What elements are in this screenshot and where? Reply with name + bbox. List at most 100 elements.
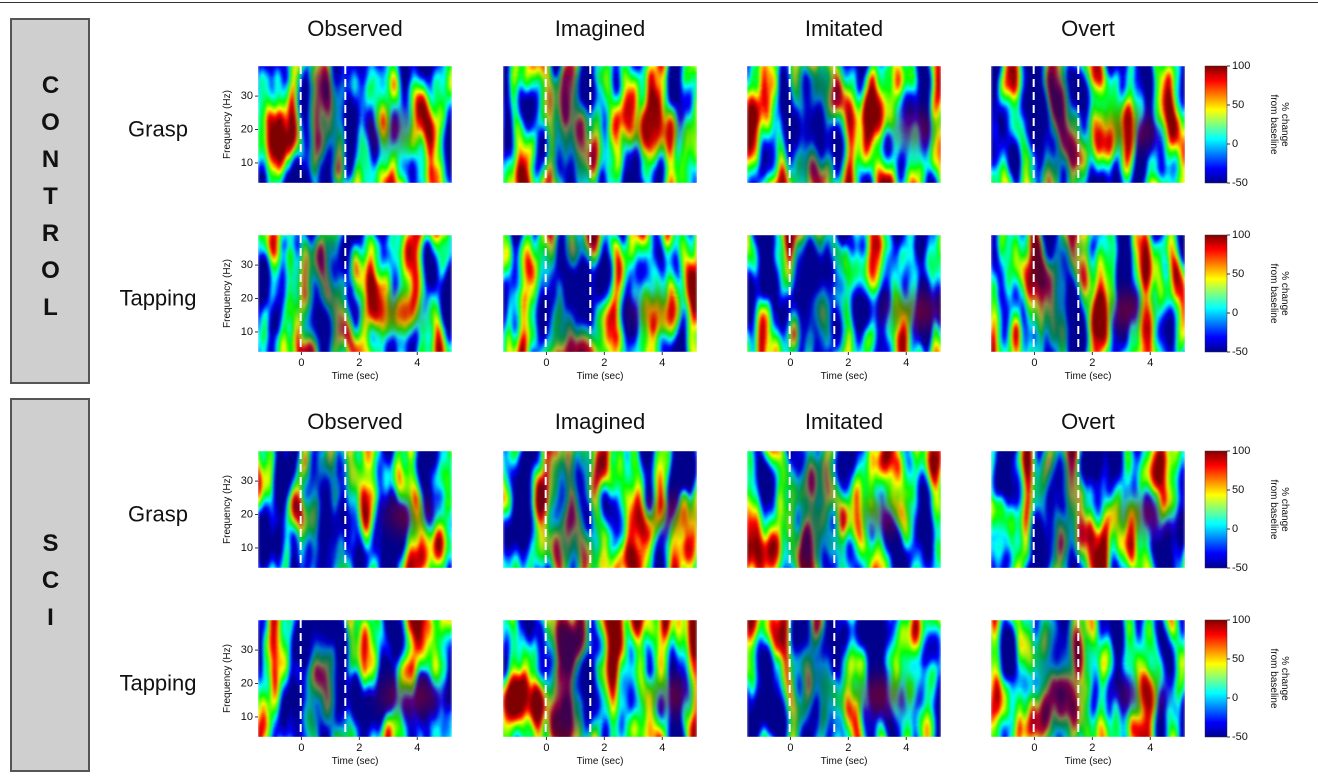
x-tick-label: 4 (903, 742, 909, 754)
x-tick-label: 0 (787, 357, 793, 369)
suppression (1038, 451, 1081, 568)
heatmap (258, 620, 452, 737)
x-axis-label: Time (sec) (1065, 371, 1112, 382)
heatmap (747, 620, 941, 737)
y-tick-label: 20 (241, 292, 253, 304)
suppression (305, 620, 348, 737)
suppression (305, 66, 348, 183)
heatmap-field (991, 66, 1185, 183)
activation (853, 678, 913, 714)
x-tick-label: 2 (845, 742, 851, 754)
colorbar-label: from baseline (1268, 479, 1279, 539)
activation (1112, 497, 1172, 533)
suppression (305, 235, 348, 352)
colorbar-tick-label: 50 (1232, 99, 1244, 111)
x-axis-label: Time (sec) (577, 756, 624, 767)
x-axis-label: Time (sec) (577, 371, 624, 382)
x-tick-label: 2 (601, 357, 607, 369)
y-tick-label: 20 (241, 508, 253, 520)
activation (372, 112, 416, 148)
column-title: Overt (1061, 409, 1115, 434)
suppression (794, 451, 837, 568)
activation (624, 112, 684, 148)
colorbar (1205, 235, 1227, 352)
suppression (794, 235, 837, 352)
y-tick-label: 20 (241, 123, 253, 135)
heatmap-field (991, 620, 1185, 737)
colorbar-tick-label: 100 (1232, 445, 1250, 457)
x-axis-label: Time (sec) (821, 371, 868, 382)
heatmap (991, 451, 1185, 568)
x-axis-label: Time (sec) (332, 371, 379, 382)
activation (1120, 678, 1164, 714)
heatmap-field (991, 235, 1185, 352)
colorbar-tick-label: 0 (1232, 523, 1238, 535)
suppression (1038, 235, 1081, 352)
x-tick-label: 4 (903, 357, 909, 369)
colorbar-tick-label: 0 (1232, 138, 1238, 150)
x-axis-label: Time (sec) (821, 756, 868, 767)
column-title: Imagined (555, 409, 646, 434)
activation (884, 293, 944, 329)
heatmap (258, 235, 452, 352)
x-tick-label: 4 (659, 357, 665, 369)
x-tick-label: 0 (1031, 357, 1037, 369)
activation (1105, 293, 1149, 329)
row-label: Grasp (128, 502, 188, 527)
colorbar (1205, 620, 1227, 737)
activation (640, 497, 700, 533)
activation (861, 497, 905, 533)
heatmap-field (258, 235, 452, 352)
x-tick-label: 0 (787, 742, 793, 754)
heatmap-field (258, 620, 452, 737)
column-title: Imagined (555, 16, 646, 41)
colorbar-label: % change (1279, 487, 1290, 532)
y-tick-label: 30 (241, 644, 253, 656)
x-tick-label: 4 (414, 742, 420, 754)
suppression (550, 235, 593, 352)
heatmap (258, 66, 452, 183)
activation (1097, 112, 1157, 148)
heatmap (503, 235, 697, 352)
suppression (550, 620, 593, 737)
colorbar-tick-label: 100 (1232, 60, 1250, 72)
colorbar-label: from baseline (1268, 648, 1279, 708)
x-tick-label: 2 (1089, 357, 1095, 369)
heatmap (991, 66, 1185, 183)
heatmap (747, 451, 941, 568)
activation (364, 293, 424, 329)
y-axis-label: Frequency (Hz) (222, 90, 233, 159)
activation (648, 678, 692, 714)
y-tick-label: 10 (241, 542, 253, 554)
suppression (550, 66, 593, 183)
row-label: Tapping (119, 671, 196, 696)
y-tick-label: 30 (241, 90, 253, 102)
colorbar-label: % change (1279, 271, 1290, 316)
row-label: Grasp (128, 117, 188, 142)
colorbar-tick-label: 100 (1232, 614, 1250, 626)
y-tick-label: 30 (241, 475, 253, 487)
colorbar-tick-label: -50 (1232, 731, 1248, 743)
x-tick-label: 0 (1031, 742, 1037, 754)
heatmap-field (747, 451, 941, 568)
x-tick-label: 0 (298, 742, 304, 754)
suppression (550, 451, 593, 568)
y-tick-label: 10 (241, 326, 253, 338)
y-tick-label: 10 (241, 711, 253, 723)
colorbar-label: from baseline (1268, 263, 1279, 323)
activation (632, 293, 676, 329)
y-tick-label: 20 (241, 677, 253, 689)
colorbar-tick-label: -50 (1232, 177, 1248, 189)
heatmap (991, 620, 1185, 737)
colorbar-label: from baseline (1268, 94, 1279, 154)
x-axis-label: Time (sec) (1065, 756, 1112, 767)
column-title: Imitated (805, 409, 883, 434)
heatmap-field (503, 235, 697, 352)
x-tick-label: 0 (543, 357, 549, 369)
colorbar-tick-label: 0 (1232, 692, 1238, 704)
suppression (794, 620, 837, 737)
heatmap (991, 235, 1185, 352)
colorbar-tick-label: 50 (1232, 653, 1244, 665)
y-axis-label: Frequency (Hz) (222, 259, 233, 328)
colorbar-tick-label: 50 (1232, 268, 1244, 280)
